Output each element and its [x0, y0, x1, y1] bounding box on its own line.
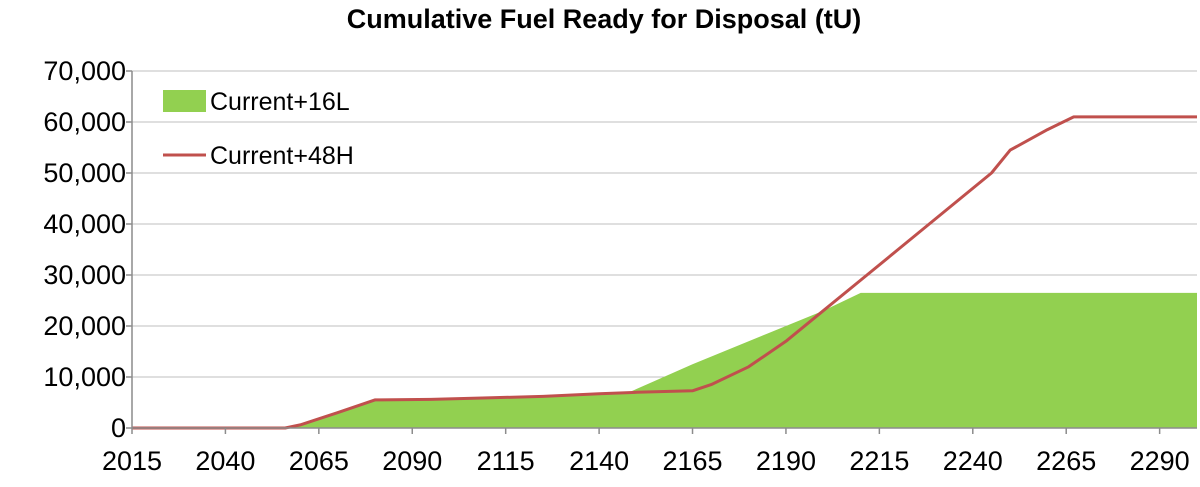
x-tick-label-2065: 2065 [289, 446, 349, 476]
x-tick-label-2215: 2215 [849, 446, 909, 476]
x-tick-label-2165: 2165 [662, 446, 722, 476]
gridlines [132, 70, 1197, 378]
x-tick-label-2090: 2090 [382, 446, 442, 476]
y-tick-label-30000: 30,000 [43, 260, 126, 290]
legend-label-current-16l: Current+16L [210, 88, 350, 116]
y-tick-label-70000: 70,000 [43, 56, 126, 86]
y-tick-label-10000: 10,000 [43, 362, 126, 392]
chart-title: Cumulative Fuel Ready for Disposal (tU) [347, 4, 862, 34]
legend-label-current-48h: Current+48H [210, 142, 354, 170]
y-tick-label-0: 0 [111, 413, 126, 443]
x-tick-label-2115: 2115 [477, 446, 535, 476]
x-tick-label-2015: 2015 [102, 446, 162, 476]
line-current-48h [132, 115, 1197, 430]
y-tick-labels: 0 10,000 20,000 30,000 40,000 50,000 60,000 70,… [43, 56, 126, 443]
x-tick-labels: 2015 2040 2065 2090 2115 2140 2165 2190 2215 2240… [102, 446, 1190, 476]
x-tick-label-2290: 2290 [1130, 446, 1190, 476]
y-tick-label-40000: 40,000 [43, 209, 126, 239]
axes [126, 70, 1197, 434]
y-tick-label-50000: 50,000 [43, 158, 126, 188]
legend: Current+16L Current+48H [163, 88, 354, 170]
y-tick-label-60000: 60,000 [43, 107, 126, 137]
x-tick-label-2265: 2265 [1036, 446, 1096, 476]
x-tick-label-2190: 2190 [756, 446, 816, 476]
x-tick-label-2140: 2140 [569, 446, 629, 476]
x-tick-label-2040: 2040 [195, 446, 255, 476]
x-tick-label-2240: 2240 [943, 446, 1003, 476]
y-tick-label-20000: 20,000 [43, 311, 126, 341]
line-series-layer [132, 115, 1197, 430]
legend-swatch-current-16l [163, 90, 206, 112]
area-current-16l [132, 292, 1197, 428]
area-series-layer [132, 292, 1197, 428]
